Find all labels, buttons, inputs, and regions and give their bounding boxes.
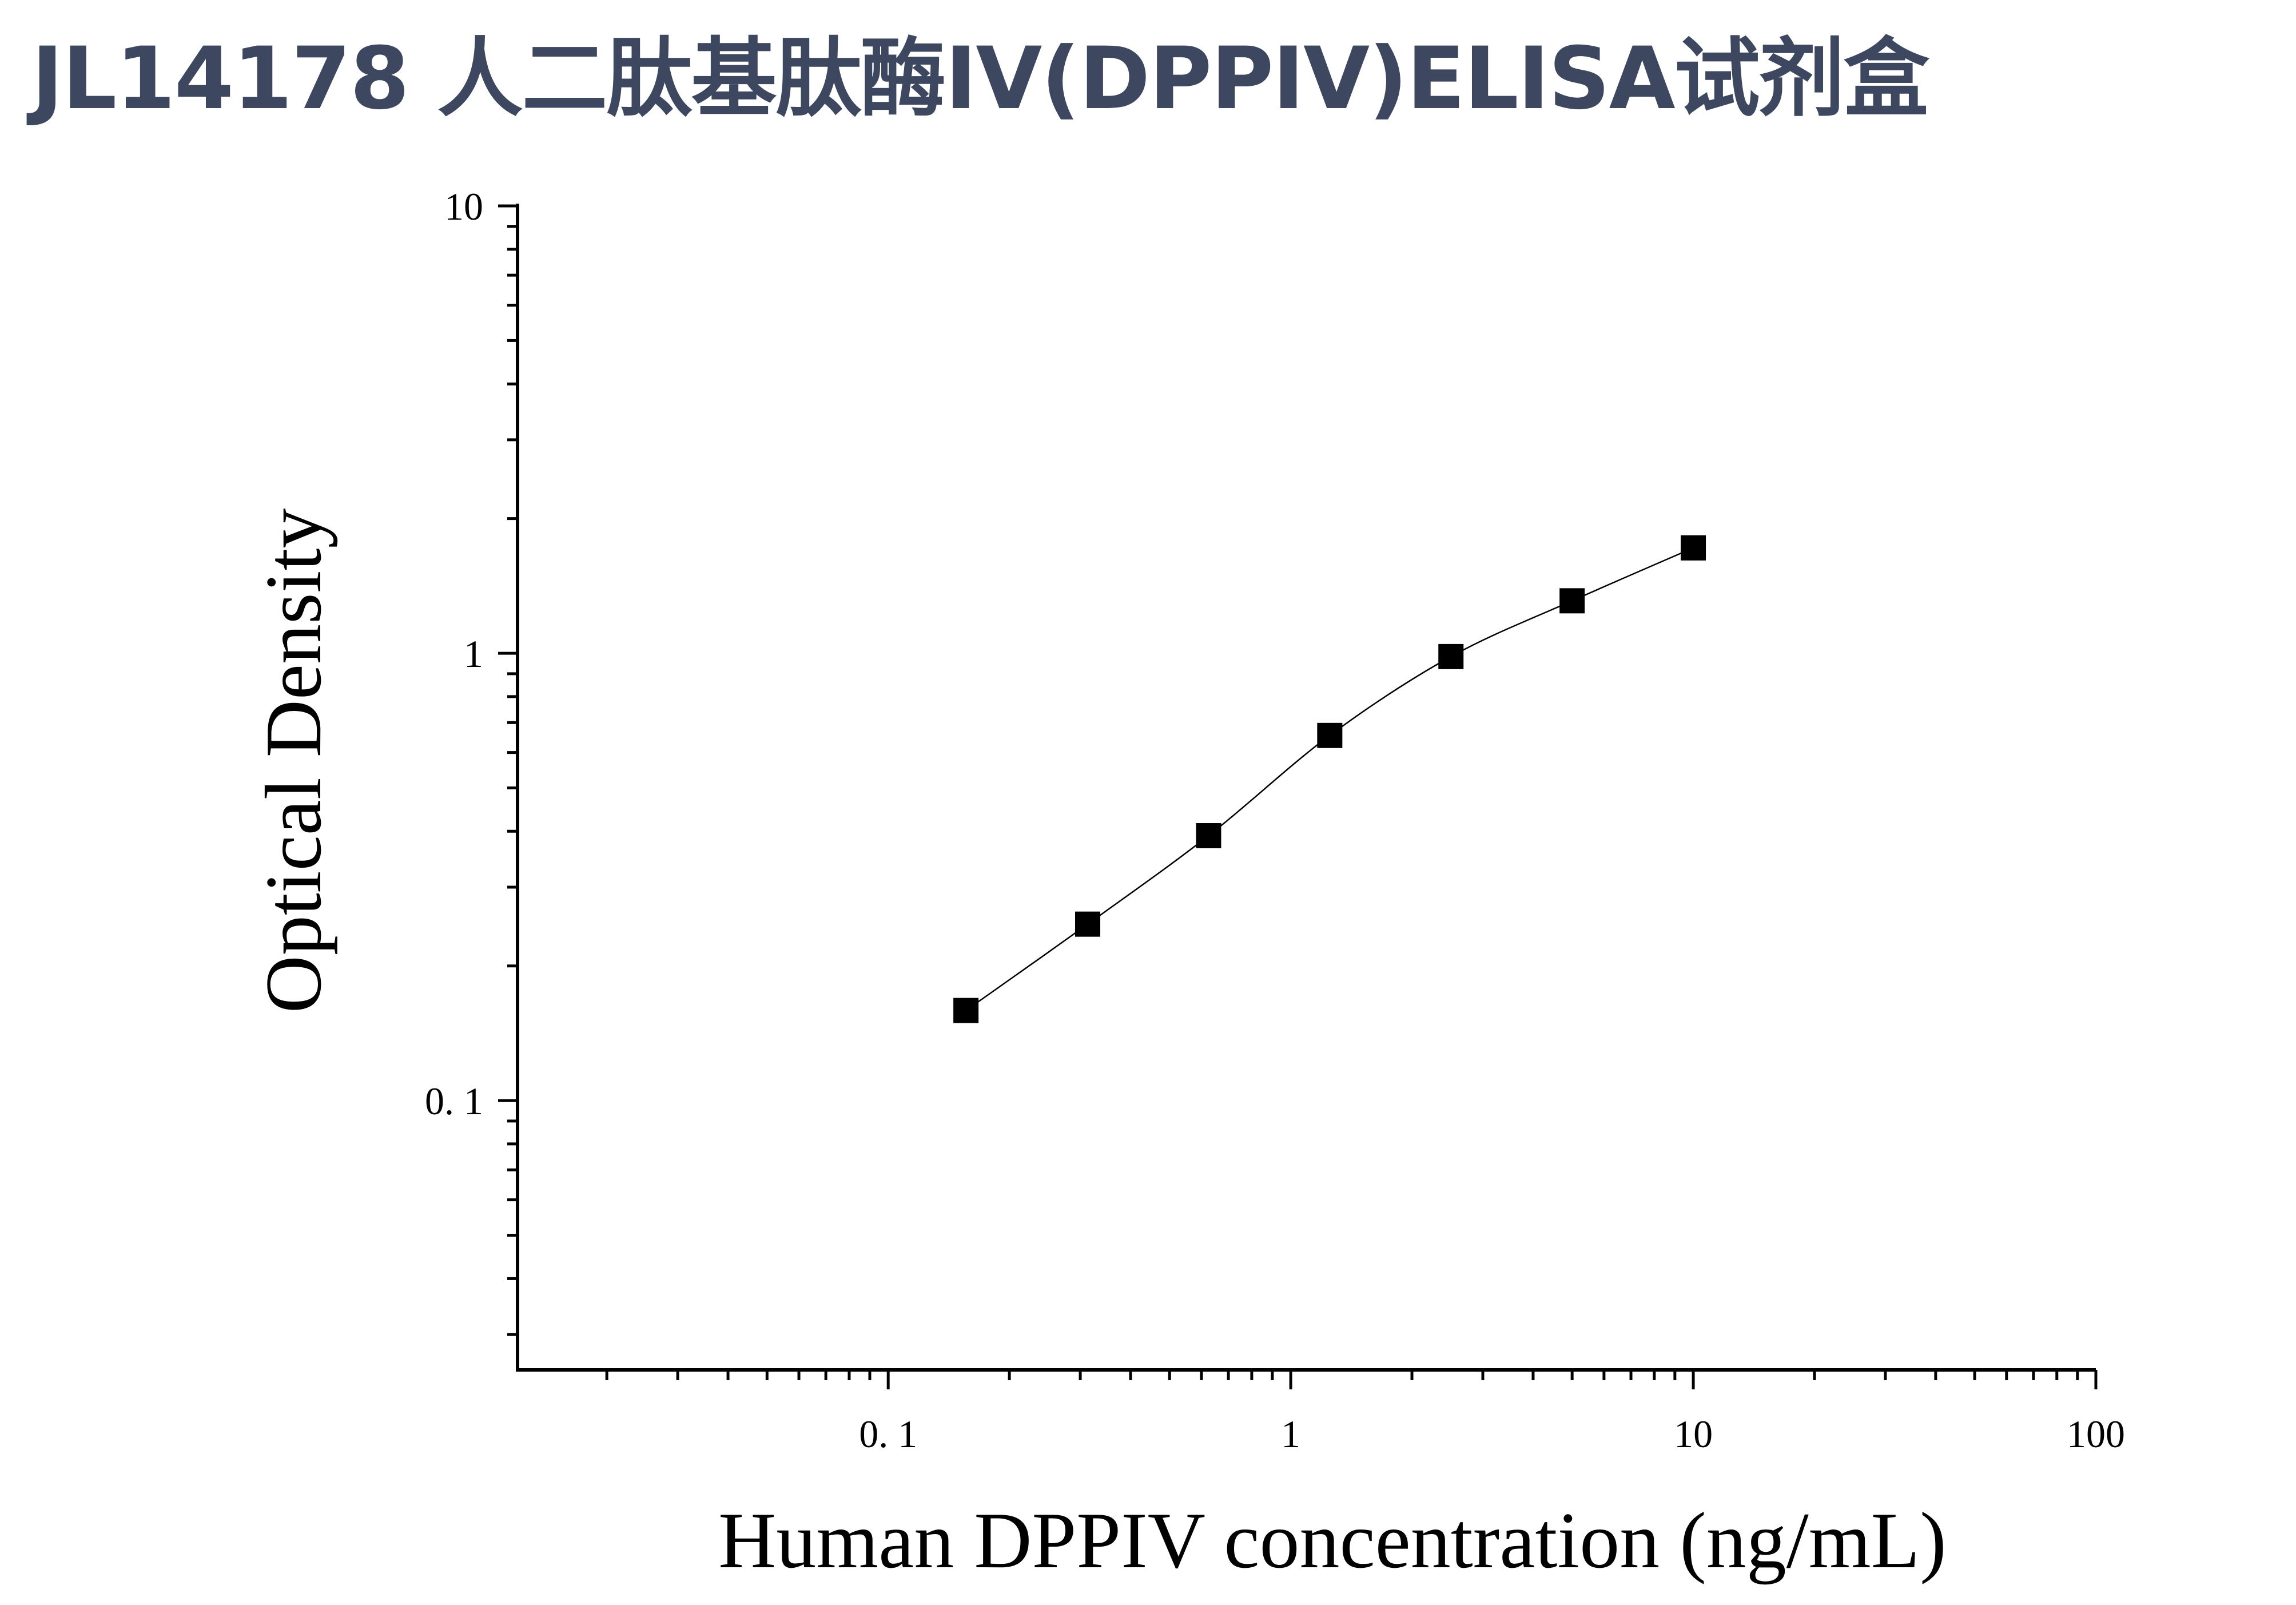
- y-tick-label: 0. 1: [425, 1079, 483, 1123]
- x-axis-ticks: 0. 1 1 10 100: [605, 1370, 2125, 1456]
- y-axis-ticks: 0. 1 1 10: [425, 185, 518, 1336]
- page-title: JL14178 人二肽基肽酶IV(DPPIV)ELISA试剂盒: [31, 29, 1929, 129]
- data-point: [1438, 643, 1464, 669]
- data-points: [953, 535, 1706, 1023]
- data-point: [1317, 722, 1343, 748]
- x-tick-label: 1: [1281, 1412, 1300, 1456]
- y-tick-label: 10: [444, 185, 483, 228]
- data-point: [1075, 911, 1101, 937]
- x-axis-label: Human DPPIV concentration (ng/mL): [718, 1496, 1947, 1585]
- x-tick-label: 10: [1674, 1412, 1713, 1456]
- y-axis-label: Optical Density: [249, 508, 338, 1014]
- x-tick-label: 0. 1: [859, 1412, 917, 1456]
- data-point: [1559, 588, 1585, 614]
- data-point: [1196, 823, 1221, 849]
- fit-curve: [965, 547, 1694, 1011]
- data-point: [1681, 535, 1706, 561]
- data-point: [953, 998, 979, 1023]
- axes: [516, 204, 2096, 1372]
- x-tick-label: 100: [2067, 1412, 2125, 1456]
- y-tick-label: 1: [464, 632, 483, 676]
